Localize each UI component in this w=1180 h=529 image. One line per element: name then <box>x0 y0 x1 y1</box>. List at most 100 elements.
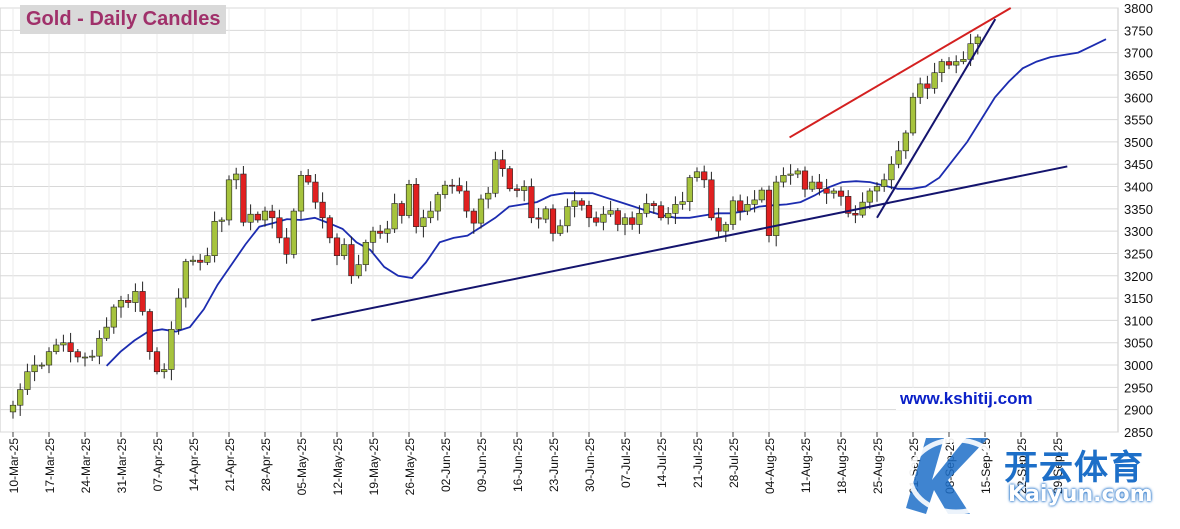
y-tick-label: 3050 <box>1124 336 1153 351</box>
candle-body <box>276 217 283 239</box>
candle-body <box>441 184 449 195</box>
candle-body <box>449 184 456 187</box>
x-tick-label: 14-Jul-25 <box>655 438 669 488</box>
candle-body <box>895 150 902 165</box>
candle-body <box>686 177 693 203</box>
candle-body <box>9 404 17 413</box>
candle-body <box>319 201 326 219</box>
candle-body <box>225 179 233 221</box>
x-tick-label: 04-Aug-25 <box>763 438 777 494</box>
x-tick-label: 28-Jul-25 <box>727 438 741 488</box>
x-tick-label: 16-Jun-25 <box>511 438 525 492</box>
candle-body <box>974 36 981 45</box>
y-tick-label: 3350 <box>1124 202 1153 217</box>
candle-body <box>845 196 852 214</box>
candle-body <box>909 96 917 134</box>
x-tick-label: 02-Jun-25 <box>439 438 453 492</box>
candle-body <box>168 329 175 370</box>
y-tick-label: 3400 <box>1124 180 1153 195</box>
candle-body <box>326 217 333 239</box>
candle-body <box>233 173 240 181</box>
candle-body <box>758 189 765 201</box>
logo-mark-icon <box>906 437 1005 515</box>
candle-body <box>866 190 873 203</box>
candle-body <box>189 259 197 262</box>
candle-body <box>787 173 794 176</box>
plot-frame <box>0 7 1119 433</box>
candle-body <box>888 163 895 181</box>
kaiyun-logo: 开云体育 Kaiyun.com <box>896 428 1176 524</box>
candle-body <box>125 300 132 303</box>
y-tick-label: 3550 <box>1124 113 1153 128</box>
chart-title: Gold - Daily Candles <box>20 5 227 34</box>
candle-body <box>269 210 276 219</box>
candle-body <box>161 369 168 373</box>
candle-body <box>355 264 362 277</box>
y-tick-label: 3500 <box>1124 135 1153 150</box>
candle-body <box>74 351 81 358</box>
logo-english-text: Kaiyun.com <box>1008 482 1153 507</box>
candle-body <box>31 364 38 373</box>
candle-body <box>341 244 348 257</box>
candle-body <box>665 213 672 219</box>
candle-body <box>240 173 247 223</box>
candle-body <box>873 186 881 192</box>
candle-body <box>117 300 125 308</box>
candle-body <box>765 189 773 236</box>
y-tick-label: 3000 <box>1124 358 1153 373</box>
candle-body <box>254 213 261 221</box>
candle-body <box>578 200 585 206</box>
candle-body <box>636 213 643 225</box>
candle-body <box>45 351 53 366</box>
candle-body <box>413 183 420 227</box>
candle-body <box>931 72 938 89</box>
candle-body <box>305 175 312 183</box>
candle-body <box>513 188 521 191</box>
candle-body <box>297 175 305 212</box>
trendline <box>311 165 1068 322</box>
candle-body <box>528 186 535 219</box>
y-tick-label: 2900 <box>1124 403 1153 418</box>
candle-body <box>60 342 67 346</box>
candle-body <box>398 203 405 216</box>
candle-body <box>837 190 845 197</box>
candle-body <box>89 355 96 358</box>
candle-body <box>816 181 823 190</box>
y-tick-label: 2950 <box>1124 380 1153 395</box>
candle-body <box>103 326 110 339</box>
x-tick-label: 21-Jul-25 <box>691 438 705 488</box>
candle-body <box>427 210 434 219</box>
candle-body <box>312 181 319 203</box>
candle-body <box>218 219 225 222</box>
y-tick-label: 3750 <box>1124 23 1153 38</box>
candle-body <box>549 208 557 234</box>
candle-body <box>247 213 254 223</box>
candle-body <box>650 203 657 207</box>
x-tick-label: 25-Aug-25 <box>871 438 885 494</box>
candle-body <box>571 200 578 207</box>
candle-body <box>751 199 758 205</box>
candle-body <box>261 210 269 221</box>
candle-body <box>283 237 290 255</box>
candle-body <box>463 190 470 212</box>
candle-body <box>629 217 636 225</box>
candle-body <box>794 170 801 175</box>
y-tick-label: 3800 <box>1124 1 1153 16</box>
x-tick-label: 05-May-25 <box>295 438 309 496</box>
y-tick-label: 3150 <box>1124 291 1153 306</box>
candle-body <box>110 306 117 328</box>
candle-body <box>290 210 297 255</box>
candle-body <box>132 291 139 303</box>
candle-body <box>729 200 737 225</box>
candle-body <box>499 159 506 169</box>
candle-body <box>333 237 341 257</box>
candle-body <box>823 188 830 194</box>
candle-body <box>830 190 837 194</box>
candle-body <box>139 291 146 312</box>
candle-body <box>38 364 45 367</box>
candle-body <box>809 181 816 190</box>
x-tick-label: 11-Aug-25 <box>799 438 813 493</box>
watermark-link[interactable]: www.kshitij.com <box>896 388 1037 410</box>
candle-body <box>607 210 614 215</box>
candle-body <box>924 83 931 89</box>
